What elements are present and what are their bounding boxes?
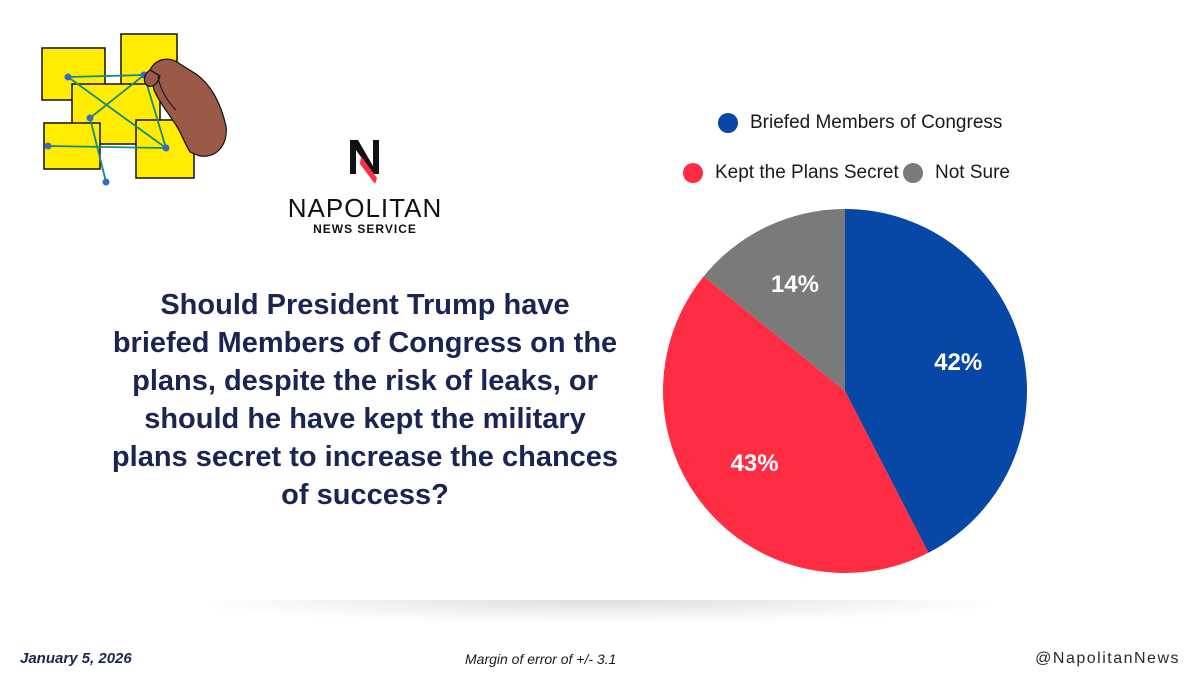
pie-label-briefed: 42% (934, 349, 982, 376)
legend-item-kept-secret: Kept the Plans Secret (683, 162, 899, 184)
poll-question: Should President Trump have briefed Memb… (111, 289, 619, 511)
pie-label-not-sure: 14% (771, 271, 819, 298)
pie-chart: 42% 43% 14% (663, 209, 1027, 573)
legend-swatch-icon (718, 113, 738, 133)
legend-swatch-icon (903, 163, 923, 183)
pie-label-kept-secret: 43% (731, 450, 779, 477)
napolitan-n-logo-icon (350, 140, 379, 184)
pie-slice-not-sure (703, 209, 845, 391)
social-handle: @NapolitanNews (1035, 650, 1180, 667)
legend-item-not-sure: Not Sure (903, 162, 1010, 184)
legend-swatch-icon (683, 163, 703, 183)
margin-of-error: Margin of error of +/- 3.1 (465, 651, 617, 667)
legend-item-briefed: Briefed Members of Congress (718, 112, 1002, 134)
logo-subtitle: NEWS SERVICE (313, 222, 417, 236)
sticky-notes-hand-icon (38, 30, 238, 190)
legend-label: Kept the Plans Secret (715, 162, 899, 183)
poll-date: January 5, 2026 (20, 650, 132, 667)
divider-shadow (210, 600, 990, 622)
pie-slice-kept-secret (663, 276, 929, 573)
legend-label: Briefed Members of Congress (750, 112, 1003, 133)
chart-legend: Briefed Members of Congress Kept the Pla… (680, 108, 1080, 198)
legend-label: Not Sure (935, 162, 1010, 183)
pie-slice-briefed (845, 209, 1027, 553)
logo-wordmark: NAPOLITAN (287, 193, 443, 223)
napolitan-logo: NAPOLITAN NEWS SERVICE (285, 138, 445, 238)
